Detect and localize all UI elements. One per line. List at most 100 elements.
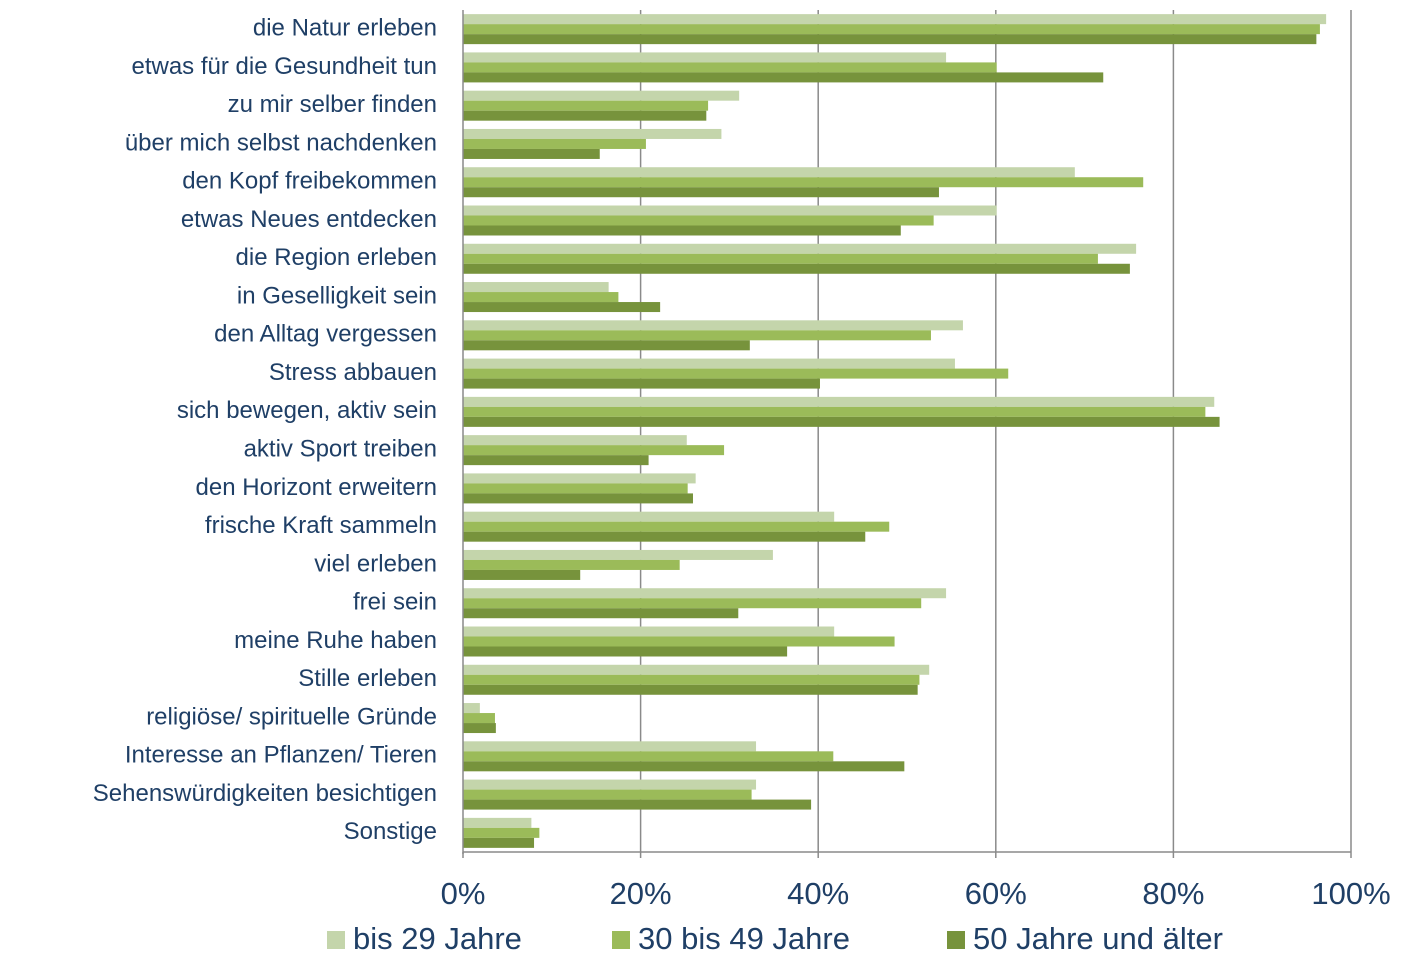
legend-label: bis 29 Jahre [353,921,522,956]
category-label: Sonstige [344,818,437,845]
bar [463,674,920,685]
bar [463,225,901,236]
bar [463,636,895,647]
category-label: aktiv Sport treiben [244,435,437,462]
legend-label: 30 bis 49 Jahre [638,921,850,956]
x-tick-label: 0% [441,876,486,911]
bar [463,302,661,313]
bar [463,167,1075,178]
bar [463,569,581,580]
bar [463,483,688,494]
category-label: etwas Neues entdecken [181,206,437,233]
category-label: den Horizont erweitern [196,474,437,501]
category-label: frische Kraft sammeln [205,512,437,539]
bar [463,626,835,637]
category-label: frei sein [353,589,437,616]
bar [463,263,1130,274]
legend-swatch [327,931,345,949]
category-label: die Region erleben [236,244,437,271]
category-label: meine Ruhe haben [234,627,437,654]
bar [463,817,532,828]
bar [463,827,540,838]
bar [463,713,495,724]
category-label: den Kopf freibekommen [182,168,437,195]
bar [463,723,496,734]
bar [463,320,963,331]
bar [463,358,955,369]
bar [463,608,739,619]
bar [463,368,1009,379]
bar [463,473,696,484]
bar [463,789,752,800]
bar [463,100,709,111]
bar [463,521,890,532]
category-label: Stress abbauen [269,359,437,386]
bar [463,72,1104,83]
x-tick-label: 20% [610,876,672,911]
bar [463,187,939,198]
category-label: viel erleben [314,550,437,577]
bar [463,455,649,466]
bar [463,330,931,341]
bar [463,177,1144,188]
bar [463,416,1220,427]
bar [463,138,646,149]
category-label: über mich selbst nachdenken [125,129,437,156]
category-label: den Alltag vergessen [214,321,437,348]
bar [463,741,757,752]
bar [463,292,619,303]
bar [463,588,947,599]
bar [463,282,609,293]
bar [463,62,997,73]
bar [463,52,947,63]
bar [463,148,600,159]
bar [463,128,722,139]
bar [463,205,997,216]
category-label: Sehenswürdigkeiten besichtigen [93,780,437,807]
bar [463,14,1327,25]
bar [463,90,740,101]
legend-label: 50 Jahre und älter [973,921,1223,956]
bar [463,761,905,772]
bar [463,253,1098,264]
bar [463,493,693,504]
bar [463,664,930,675]
bar [463,511,835,522]
category-label: religiöse/ spirituelle Gründe [146,703,437,730]
bar [463,779,757,790]
category-label: zu mir selber finden [228,91,437,118]
bar [463,435,687,446]
category-label: die Natur erleben [253,14,437,41]
bar [463,598,922,609]
bar [463,378,820,389]
bar [463,243,1137,254]
category-label: Stille erleben [298,665,437,692]
bar [463,646,788,657]
bar [463,34,1317,45]
bar [463,110,707,121]
bar [463,799,812,810]
legend-swatch [947,931,965,949]
bar [463,406,1206,417]
category-label: etwas für die Gesundheit tun [131,53,437,80]
bar [463,215,934,226]
bar [463,751,834,762]
bar [463,684,918,695]
bar [463,549,773,560]
bar [463,703,480,714]
bar [463,837,535,848]
category-label: Interesse an Pflanzen/ Tieren [125,742,437,769]
category-label: sich bewegen, aktiv sein [177,397,437,424]
bar [463,559,680,570]
x-tick-label: 100% [1311,876,1390,911]
bar [463,531,866,542]
x-tick-label: 60% [965,876,1027,911]
category-label: in Geselligkeit sein [237,282,437,309]
bar [463,24,1320,35]
legend-swatch [612,931,630,949]
x-tick-label: 40% [787,876,849,911]
bar [463,340,750,351]
bar [463,396,1215,407]
x-tick-label: 80% [1142,876,1204,911]
